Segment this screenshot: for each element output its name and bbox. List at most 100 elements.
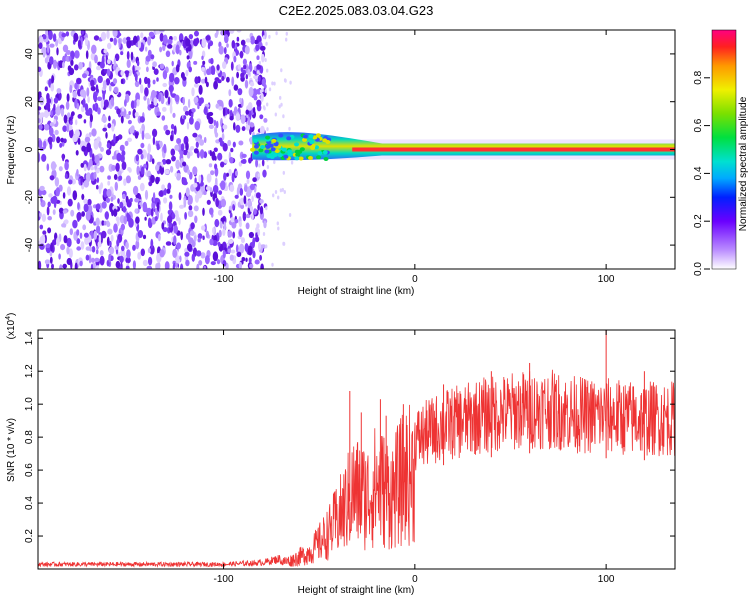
noise-blob [173,125,177,135]
noise-blob [103,49,107,54]
noise-blob [102,188,108,198]
noise-blob [255,192,261,199]
noise-blob [69,84,73,94]
noise-blob [222,260,227,267]
noise-blob [86,87,90,97]
noise-blob [95,217,100,227]
noise-blob [76,169,79,177]
snr-panel: -100 0 100 0.2 0.4 0.6 0.8 1.0 1.2 1.4 Height of … [5,313,676,596]
noise-blob [160,95,165,105]
colorbar-tick-label: 0.6 [693,118,704,132]
signal-blob [260,145,265,149]
noise-blob [158,190,164,197]
noise-blob [195,136,201,142]
noise-blob [226,43,229,48]
noise-blob [73,32,79,43]
noise-blob [133,99,137,109]
noise-blob [81,211,85,217]
noise-blob [39,185,45,191]
noise-blob [142,234,147,240]
noise-blob [92,104,96,111]
noise-blob [197,237,201,243]
noise-blob [229,116,234,121]
noise-blob [159,30,165,33]
noise-blob [68,55,72,62]
noise-blob [148,31,155,37]
noise-blob [274,112,277,117]
noise-blob [273,81,276,86]
noise-blob [108,253,111,263]
noise-blob [172,248,178,258]
noise-blob [96,184,99,190]
noise-blob [144,216,147,221]
noise-blob [248,231,254,239]
noise-blob [77,114,83,119]
noise-blob [53,97,59,104]
noise-blob [123,215,128,225]
noise-blob [232,204,235,210]
noise-blob [41,153,47,162]
noise-blob [203,106,208,115]
noise-blob [91,153,95,163]
noise-blob [143,163,147,169]
noise-blob [182,149,189,156]
y-tick-label: 20 [24,96,35,108]
noise-blob [83,163,87,172]
noise-blob [159,46,163,53]
noise-blob [99,165,105,173]
noise-blob [122,37,127,44]
noise-blob [164,89,169,99]
noise-blob [195,141,199,148]
noise-blob [148,256,153,266]
noise-blob [261,53,265,63]
noise-blob [103,99,109,108]
noise-blob [223,159,228,164]
noise-blob [152,128,158,138]
signal-blob [253,150,259,155]
noise-blob [235,113,241,122]
noise-blob [194,121,201,131]
noise-blob [94,154,100,164]
noise-blob [45,102,51,110]
noise-blob [247,102,253,111]
noise-blob [67,198,73,207]
noise-blob [279,95,282,100]
noise-blob [106,68,111,77]
noise-blob [79,232,83,239]
signal-blob [312,135,318,140]
noise-blob [135,154,139,162]
noise-blob [137,230,144,238]
noise-blob [190,146,195,151]
noise-blob [246,187,252,196]
noise-blob [183,198,187,208]
noise-blob [49,43,55,48]
noise-blob [38,42,43,49]
noise-blob [82,98,86,108]
noise-blob [130,100,135,110]
noise-blob [113,174,118,180]
noise-blob [186,151,191,159]
noise-blob [273,160,276,165]
noise-blob [97,75,103,84]
noise-blob [98,141,102,149]
signal-blob [299,147,305,152]
noise-blob [83,119,87,124]
noise-blob [56,136,61,144]
noise-blob [109,37,114,42]
noise-blob [255,158,259,168]
noise-blob [220,198,227,208]
noise-blob [126,212,130,219]
noise-blob [184,212,188,220]
noise-blob [242,211,247,222]
noise-blob [236,186,240,197]
signal-blob [302,134,308,139]
noise-blob [209,187,213,193]
snr-y-label: SNR (10 * v/v) [6,418,17,482]
noise-blob [215,103,220,109]
noise-blob [238,243,245,254]
noise-blob [122,206,127,213]
colorbar: 0.0 0.2 0.4 0.6 0.8 Normalized spectral ampl… [693,29,749,276]
noise-blob [161,222,165,230]
noise-blob [174,94,180,103]
signal-ridge [252,132,675,161]
